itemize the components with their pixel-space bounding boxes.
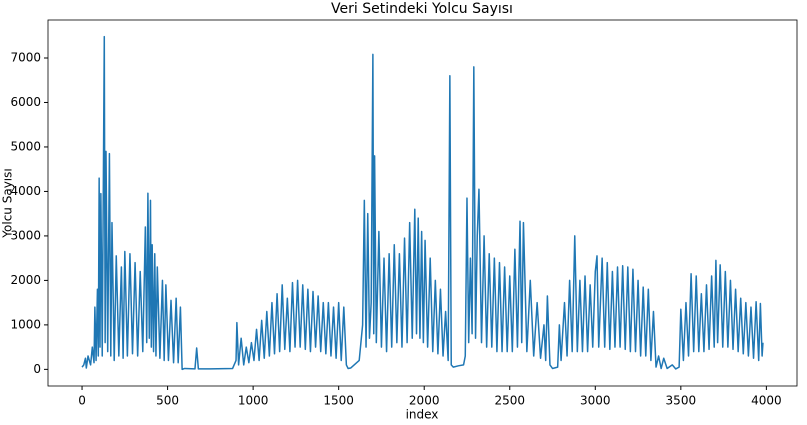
x-tick-label: 2000 bbox=[409, 394, 440, 408]
x-tick-label: 1000 bbox=[238, 394, 269, 408]
x-tick-label: 500 bbox=[156, 394, 179, 408]
y-tick-label: 1000 bbox=[10, 317, 41, 331]
x-tick-label: 3500 bbox=[666, 394, 697, 408]
y-tick-label: 7000 bbox=[10, 50, 41, 64]
y-tick-label: 2000 bbox=[10, 273, 41, 287]
plot-frame bbox=[47, 19, 798, 387]
y-tick-label: 0 bbox=[33, 362, 41, 376]
y-tick-label: 5000 bbox=[10, 139, 41, 153]
x-axis-label: index bbox=[406, 408, 439, 422]
y-tick-label: 3000 bbox=[10, 228, 41, 242]
x-tick-label: 3000 bbox=[580, 394, 611, 408]
x-tick-label: 4000 bbox=[751, 394, 782, 408]
chart-title: Veri Setindeki Yolcu Sayısı bbox=[331, 1, 513, 17]
x-tick-label: 1500 bbox=[323, 394, 354, 408]
x-tick-label: 0 bbox=[78, 394, 86, 408]
data-line bbox=[81, 35, 764, 371]
y-axis-label: Yolcu Sayısı bbox=[1, 168, 15, 238]
x-tick-label: 2500 bbox=[494, 394, 525, 408]
y-tick-label: 4000 bbox=[10, 184, 41, 198]
y-tick-label: 6000 bbox=[10, 95, 41, 109]
